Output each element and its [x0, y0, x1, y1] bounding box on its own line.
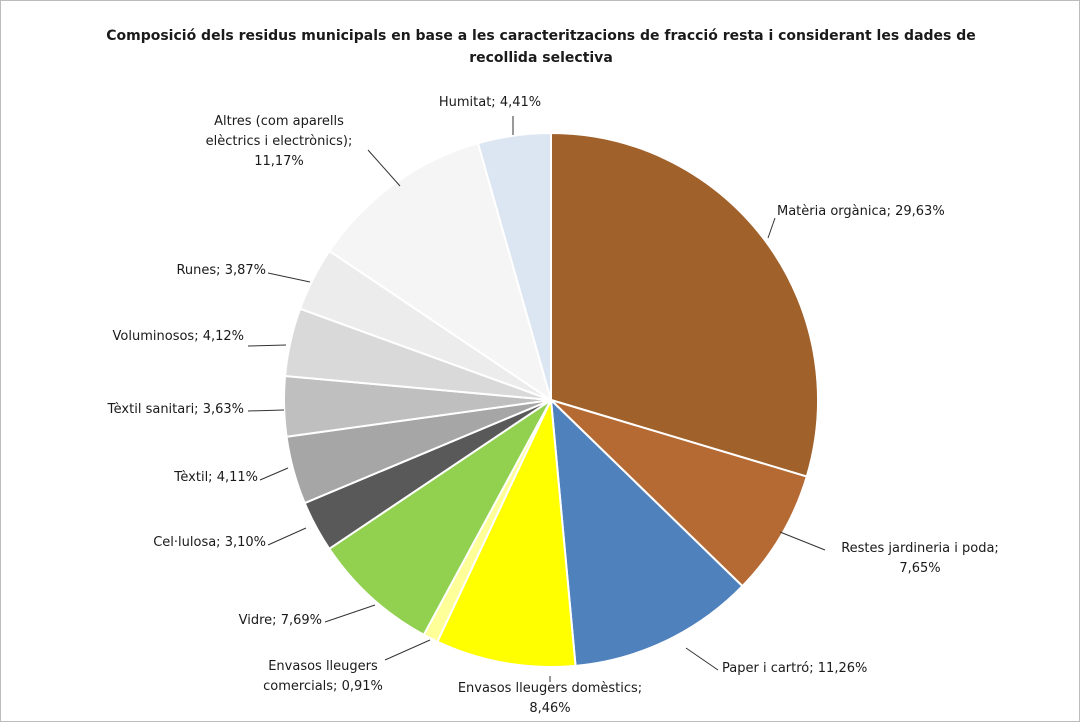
slice-label: Envasos lleugers domèstics; 8,46%: [458, 681, 642, 716]
leader-line: [247, 409, 285, 412]
slice-label: Altres (com aparells elèctrics i electròn…: [206, 114, 353, 169]
slice-label: Paper i cartró; 11,26%: [722, 661, 867, 676]
slice-label: Runes; 3,87%: [176, 263, 266, 278]
leader-line: [367, 149, 401, 187]
slice-label: Humitat; 4,41%: [439, 95, 541, 110]
leader-line: [259, 467, 289, 481]
slice-label: Vidre; 7,69%: [239, 613, 322, 628]
slice-label: Tèxtil; 4,11%: [173, 470, 258, 485]
slice-label: Voluminosos; 4,12%: [113, 329, 244, 344]
pie-slice: [327, 399, 552, 637]
slice-label: Cel·lulosa; 3,10%: [153, 535, 266, 550]
leader-line: [384, 639, 431, 661]
pie-slice: [476, 131, 552, 401]
pie-slice: [550, 131, 819, 478]
pie-slice: [549, 397, 744, 667]
pie-slice: [436, 396, 577, 668]
leader-line: [767, 217, 776, 239]
leader-line: [267, 272, 311, 283]
leader-line: [324, 604, 376, 623]
leader-line: [685, 647, 719, 671]
slice-label: Envasos lleugers comercials; 0,91%: [263, 659, 383, 694]
slice-label: Tèxtil sanitari; 3,63%: [107, 402, 244, 417]
pie-slice: [550, 399, 809, 588]
leader-line: [779, 531, 826, 551]
chart-title: Composició dels residus municipals en ba…: [106, 28, 976, 66]
slice-label: Matèria orgànica; 29,63%: [777, 204, 945, 219]
leader-line: [267, 527, 307, 546]
leader-line: [247, 344, 287, 347]
slice-label: Restes jardineria i poda; 7,65%: [841, 541, 999, 576]
